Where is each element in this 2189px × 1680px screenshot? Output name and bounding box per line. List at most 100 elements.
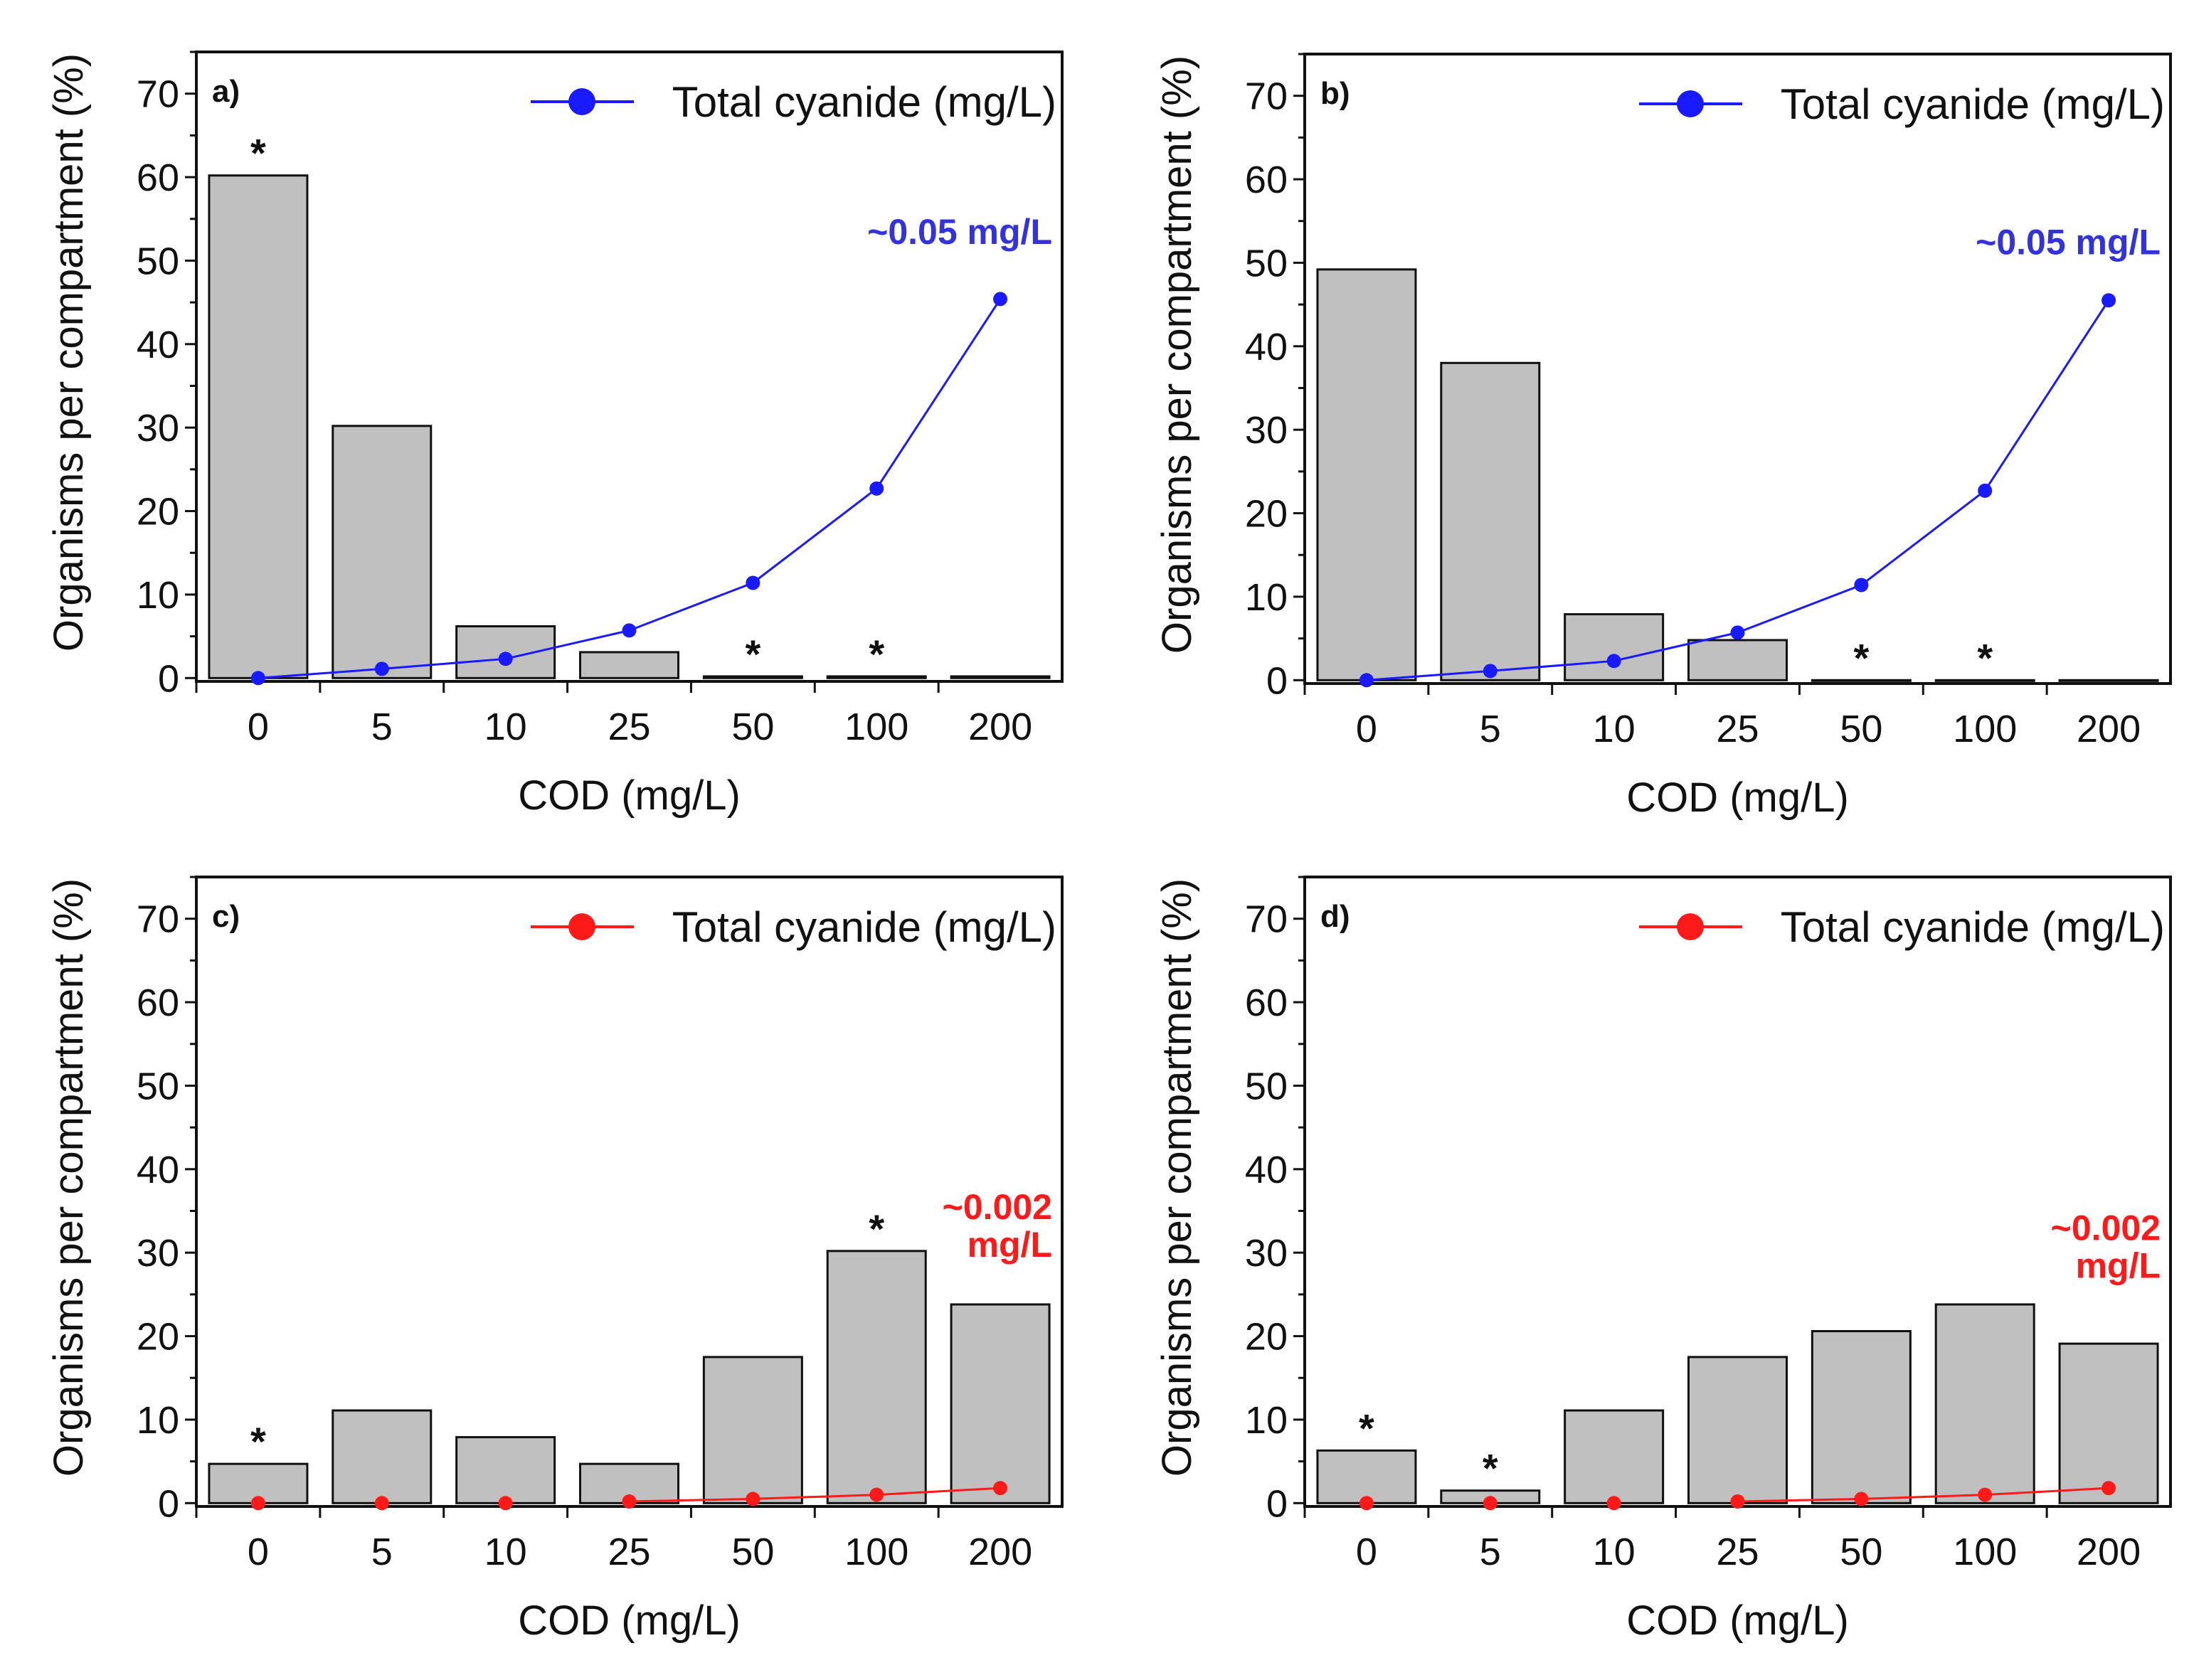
cyanide-point <box>498 1496 513 1511</box>
x-tick-label: 10 <box>484 706 527 748</box>
bar <box>579 651 679 679</box>
cyanide-point <box>746 575 760 590</box>
x-tick-label: 50 <box>731 1531 774 1573</box>
y-tick-label: 40 <box>1245 1149 1288 1191</box>
significance-marker: * <box>1977 635 1993 680</box>
significance-marker: * <box>869 632 884 676</box>
cyanide-point <box>250 671 265 686</box>
bar <box>332 1409 433 1504</box>
chart-panel-d: 0 10 20 30 40 50 60 70 0 5 10 25 50 100 200 COD (mg/L) O… <box>1154 876 2172 1644</box>
panel-label: d) <box>1320 899 1350 934</box>
bar <box>1316 268 1417 681</box>
legend-label: Total cyanide (mg/L) <box>1781 903 2165 951</box>
significance-marker: * <box>250 1419 266 1464</box>
y-tick-label: 20 <box>137 491 179 533</box>
significance-marker: * <box>1853 635 1869 680</box>
y-tick-label: 30 <box>137 1232 179 1275</box>
x-tick-label: 100 <box>844 1531 908 1573</box>
cyanide-point <box>374 1496 389 1511</box>
significance-marker: * <box>250 131 266 176</box>
bar <box>826 1250 927 1504</box>
cyanide-annotation: mg/L <box>968 1225 1052 1265</box>
cyanide-point <box>1978 1487 1993 1502</box>
y-axis-label: Organisms per compartment (%) <box>1154 55 1200 654</box>
cyanide-point <box>1359 673 1374 688</box>
cyanide-point <box>1854 578 1869 592</box>
cyanide-point <box>993 1481 1008 1496</box>
x-tick-label: 10 <box>1593 1531 1636 1573</box>
cyanide-annotation: ~0.002 <box>2051 1208 2161 1248</box>
x-tick-label: 100 <box>844 706 908 748</box>
bar <box>1934 679 2035 682</box>
legend-marker-icon <box>1677 90 1704 117</box>
y-tick-label: 50 <box>137 1065 179 1107</box>
cyanide-point <box>1730 625 1745 640</box>
bar <box>702 1356 803 1504</box>
y-tick-label: 0 <box>158 657 179 700</box>
x-tick-label: 50 <box>1840 1531 1882 1573</box>
cyanide-point <box>1483 1496 1498 1511</box>
y-tick-label: 70 <box>1245 898 1288 941</box>
y-tick-label: 10 <box>137 1399 179 1442</box>
x-tick-label: 25 <box>608 706 650 748</box>
plot-frame <box>195 876 1064 1508</box>
bar <box>1934 1303 2035 1504</box>
cyanide-point <box>250 1496 265 1511</box>
x-tick-label: 0 <box>248 1531 269 1573</box>
y-tick-label: 70 <box>137 73 179 116</box>
x-tick-label: 200 <box>968 1531 1032 1573</box>
panel-label: c) <box>212 899 240 934</box>
y-tick-label: 20 <box>1245 1316 1288 1359</box>
y-tick-label: 0 <box>158 1482 179 1525</box>
bar <box>1687 639 1788 681</box>
cyanide-point <box>869 1487 884 1502</box>
x-axis-label: COD (mg/L) <box>1626 1597 1849 1644</box>
cyanide-point <box>869 481 884 496</box>
bar <box>1564 1409 1665 1504</box>
bar <box>1811 1330 1912 1504</box>
significance-marker: * <box>869 1206 884 1251</box>
y-tick-label: 10 <box>1245 1399 1288 1442</box>
y-tick-label: 60 <box>137 156 179 199</box>
x-tick-label: 100 <box>1953 708 2017 750</box>
significance-marker: * <box>1483 1446 1498 1491</box>
x-axis-label: COD (mg/L) <box>518 1597 741 1644</box>
x-tick-label: 200 <box>2077 1531 2141 1573</box>
legend-marker-icon <box>568 913 595 940</box>
bar <box>1564 613 1665 681</box>
chart-panel-c: 0 10 20 30 40 50 60 70 0 5 10 25 50 100 200 COD (mg/L) O… <box>46 876 1064 1644</box>
y-tick-label: 30 <box>1245 409 1288 452</box>
x-tick-label: 25 <box>1716 1531 1759 1573</box>
x-tick-label: 25 <box>1716 708 1759 750</box>
cyanide-line <box>629 1487 1001 1503</box>
cyanide-point <box>2101 293 2116 308</box>
y-tick-label: 30 <box>1245 1232 1288 1275</box>
y-tick-label: 30 <box>137 407 179 450</box>
legend-label: Total cyanide (mg/L) <box>672 78 1056 126</box>
x-axis-label: COD (mg/L) <box>518 772 741 819</box>
x-tick-label: 100 <box>1953 1531 2017 1573</box>
bar <box>1440 361 1541 681</box>
cyanide-point <box>1978 483 1993 498</box>
chart-panel-a: 0 10 20 30 40 50 60 70 0 5 10 25 50 100 200 COD (mg/L) O… <box>46 50 1064 819</box>
bar <box>950 675 1051 679</box>
plot-frame <box>1303 53 2172 685</box>
y-axis-label: Organisms per compartment (%) <box>1154 878 1200 1477</box>
y-tick-label: 10 <box>137 574 179 617</box>
cyanide-annotation: ~0.002 <box>943 1187 1052 1227</box>
cyanide-point <box>1606 654 1621 669</box>
plot-frame <box>195 50 1064 683</box>
x-tick-label: 50 <box>731 706 774 748</box>
cyanide-point <box>746 1492 760 1506</box>
y-tick-label: 40 <box>1245 326 1288 368</box>
cyanide-annotation: mg/L <box>2076 1245 2161 1285</box>
y-tick-label: 60 <box>1245 982 1288 1024</box>
x-tick-label: 5 <box>1480 1531 1501 1573</box>
x-tick-label: 0 <box>1356 708 1377 750</box>
x-tick-label: 50 <box>1840 708 1882 750</box>
bar <box>702 675 803 679</box>
y-tick-label: 60 <box>1245 159 1288 201</box>
cyanide-point <box>1730 1494 1745 1509</box>
cyanide-annotation: ~0.05 mg/L <box>1976 223 2161 262</box>
cyanide-point <box>993 292 1008 307</box>
